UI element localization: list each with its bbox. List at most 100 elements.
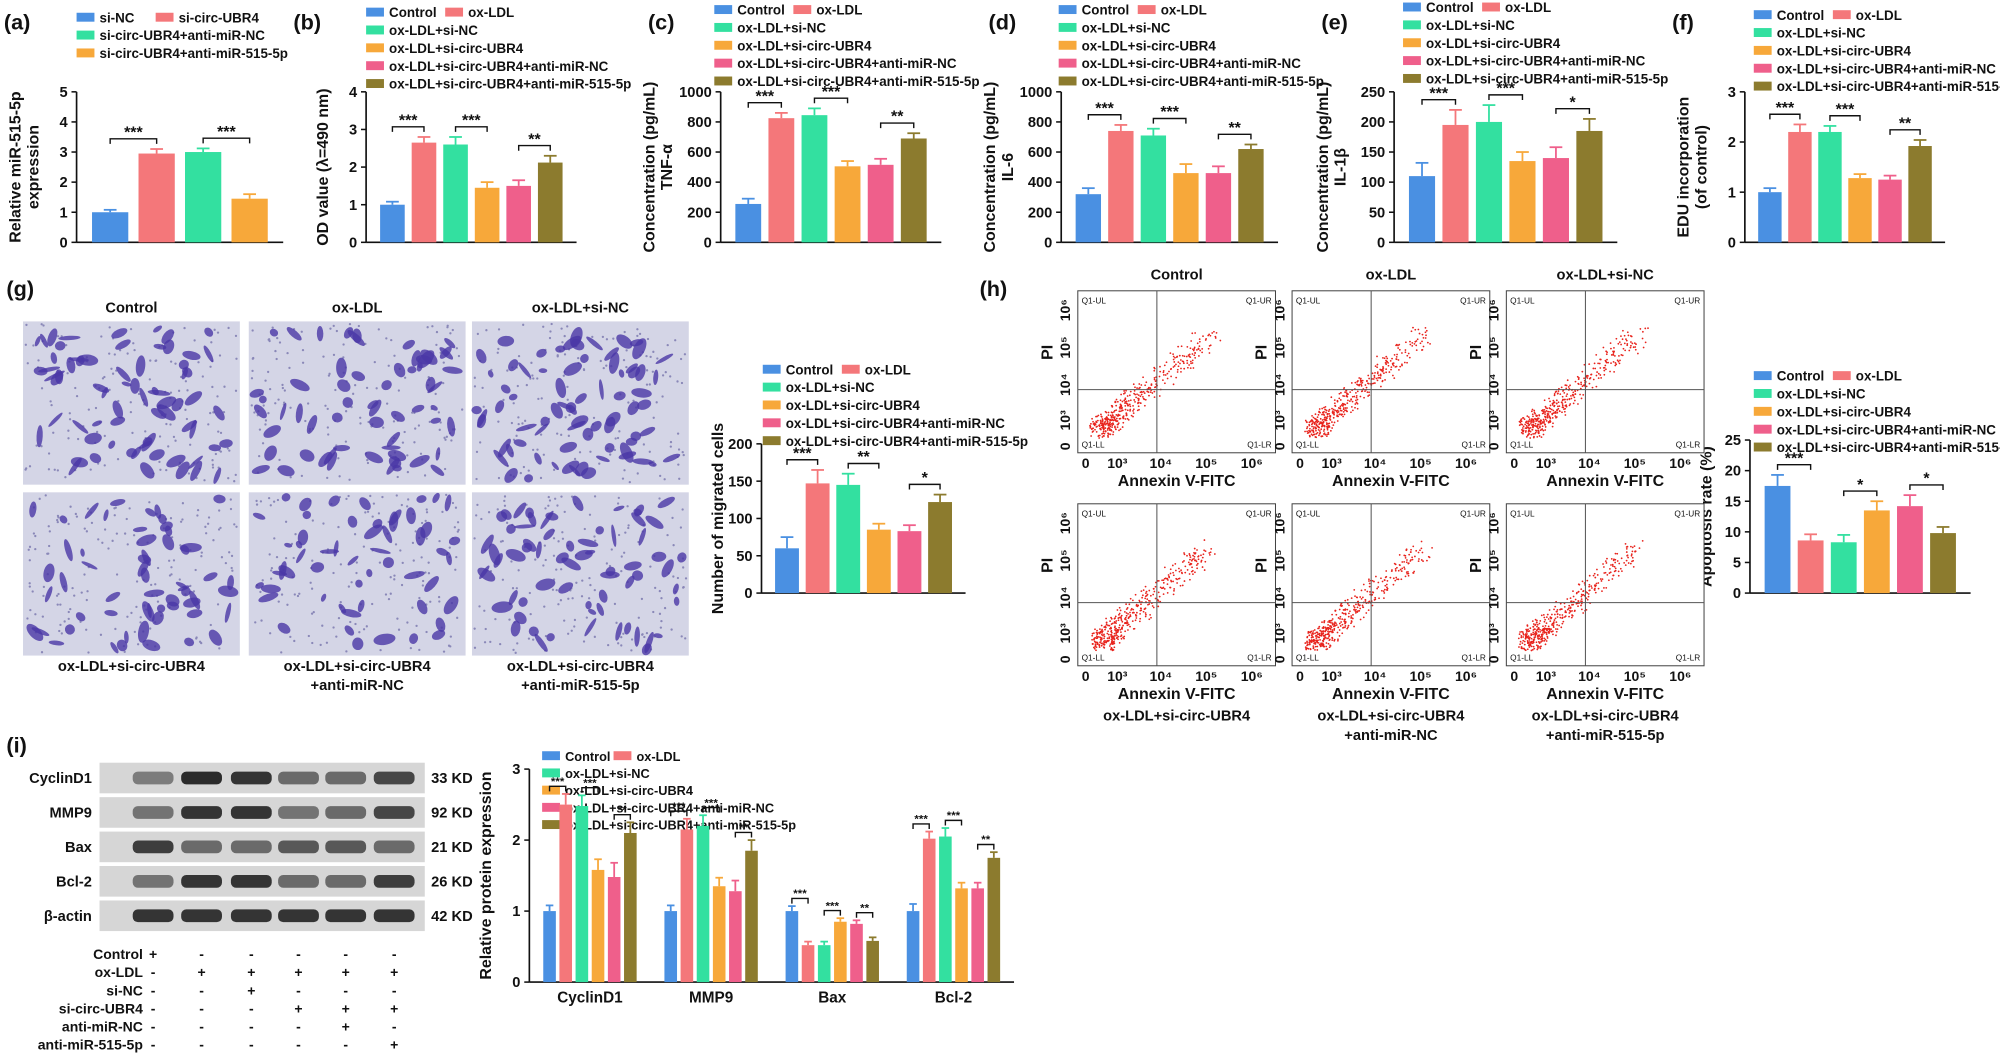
membrane-pore xyxy=(615,621,618,624)
event-dot xyxy=(1127,623,1130,626)
event-dot xyxy=(1341,402,1344,405)
y-axis-label: Number of migrated cells xyxy=(710,423,727,614)
legend-swatch xyxy=(1403,2,1421,12)
event-dot xyxy=(1537,429,1540,432)
error-bar xyxy=(1853,173,1867,179)
event-dot xyxy=(1325,422,1328,424)
event-dot xyxy=(1327,621,1329,623)
event-dot xyxy=(1376,363,1379,366)
membrane-pore xyxy=(34,613,37,616)
membrane-pore xyxy=(25,467,28,470)
event-dot xyxy=(1153,390,1156,393)
event-dot xyxy=(1139,395,1142,398)
legend-swatch xyxy=(1137,5,1156,15)
legend-swatch xyxy=(155,12,174,22)
event-dot xyxy=(1544,411,1547,413)
event-dot xyxy=(1106,429,1109,431)
event-dot xyxy=(1522,432,1524,435)
error-bar xyxy=(1146,127,1160,136)
event-dot xyxy=(1120,393,1122,396)
membrane-pore xyxy=(235,525,238,528)
stained-cell xyxy=(584,618,597,637)
x-tick-label: 10⁶ xyxy=(1241,668,1263,684)
event-dot xyxy=(1604,364,1607,367)
bar xyxy=(785,911,799,983)
event-dot xyxy=(1105,621,1108,624)
stained-cell xyxy=(33,366,48,376)
event-dot xyxy=(1194,559,1196,562)
event-dot xyxy=(1310,433,1313,436)
event-dot xyxy=(1323,432,1326,435)
micrograph-title: ox-LDL xyxy=(332,300,383,316)
event-dot xyxy=(1100,420,1102,423)
event-dot xyxy=(1393,377,1396,379)
stained-cell xyxy=(184,391,203,406)
event-dot xyxy=(1310,630,1313,633)
event-dot xyxy=(1133,399,1136,401)
event-dot xyxy=(1419,342,1422,345)
membrane-pore xyxy=(671,516,674,520)
significance-bracket xyxy=(517,144,551,151)
event-dot xyxy=(1332,631,1334,634)
event-dot xyxy=(1542,418,1545,421)
stained-cell xyxy=(596,455,610,463)
event-dot xyxy=(1548,629,1551,632)
membrane-pore xyxy=(214,452,218,456)
stained-cell xyxy=(132,526,148,533)
event-dot xyxy=(1325,648,1328,651)
stained-cell xyxy=(409,633,419,644)
event-dot xyxy=(1192,349,1195,352)
event-dot xyxy=(1322,413,1325,415)
event-dot xyxy=(1382,356,1384,359)
event-dot xyxy=(1318,625,1321,628)
event-dot xyxy=(1180,569,1182,572)
membrane-pore xyxy=(496,508,499,511)
event-dot xyxy=(1420,559,1423,561)
legend-label: ox-LDL+si-circ-UBR4+anti-miR-NC xyxy=(389,59,609,74)
event-dot xyxy=(1381,370,1384,373)
membrane-pore xyxy=(286,603,289,606)
event-dot xyxy=(1585,385,1588,388)
membrane-pore xyxy=(536,377,539,380)
event-dot xyxy=(1141,395,1144,398)
stained-cell xyxy=(535,578,556,591)
event-dot xyxy=(1188,554,1191,557)
membrane-pore xyxy=(184,408,187,411)
stained-cell xyxy=(561,557,581,571)
membrane-pore xyxy=(95,430,99,434)
membrane-pore xyxy=(661,374,665,377)
event-dot xyxy=(1572,590,1574,592)
event-dot xyxy=(1119,417,1122,420)
membrane-pore xyxy=(40,387,44,390)
event-dot xyxy=(1314,632,1316,635)
event-dot xyxy=(1546,629,1549,632)
event-dot xyxy=(1397,347,1400,349)
y-tick-label: 250 xyxy=(1361,85,1385,101)
event-dot xyxy=(1335,624,1338,626)
event-dot xyxy=(1620,354,1623,356)
event-dot xyxy=(1583,363,1586,366)
event-dot xyxy=(1149,614,1152,616)
legend-swatch xyxy=(714,58,733,68)
membrane-pore xyxy=(230,566,233,570)
event-dot xyxy=(1359,377,1362,380)
event-dot xyxy=(1526,629,1528,632)
event-dot xyxy=(1175,356,1178,359)
event-dot xyxy=(1544,426,1547,428)
event-dot xyxy=(1539,630,1542,633)
event-dot xyxy=(1139,609,1142,612)
event-dot xyxy=(1097,636,1100,638)
membrane-pore xyxy=(123,650,126,653)
event-dot xyxy=(1124,418,1127,420)
bar xyxy=(1830,542,1857,594)
membrane-pore xyxy=(217,430,220,433)
stained-cell xyxy=(188,455,203,469)
event-dot xyxy=(1527,420,1530,423)
stained-cell xyxy=(281,493,291,502)
stained-cell xyxy=(631,512,646,527)
membrane-pore xyxy=(478,605,481,608)
event-dot xyxy=(1625,547,1628,550)
event-dot xyxy=(1580,381,1582,384)
event-dot xyxy=(1577,403,1579,405)
